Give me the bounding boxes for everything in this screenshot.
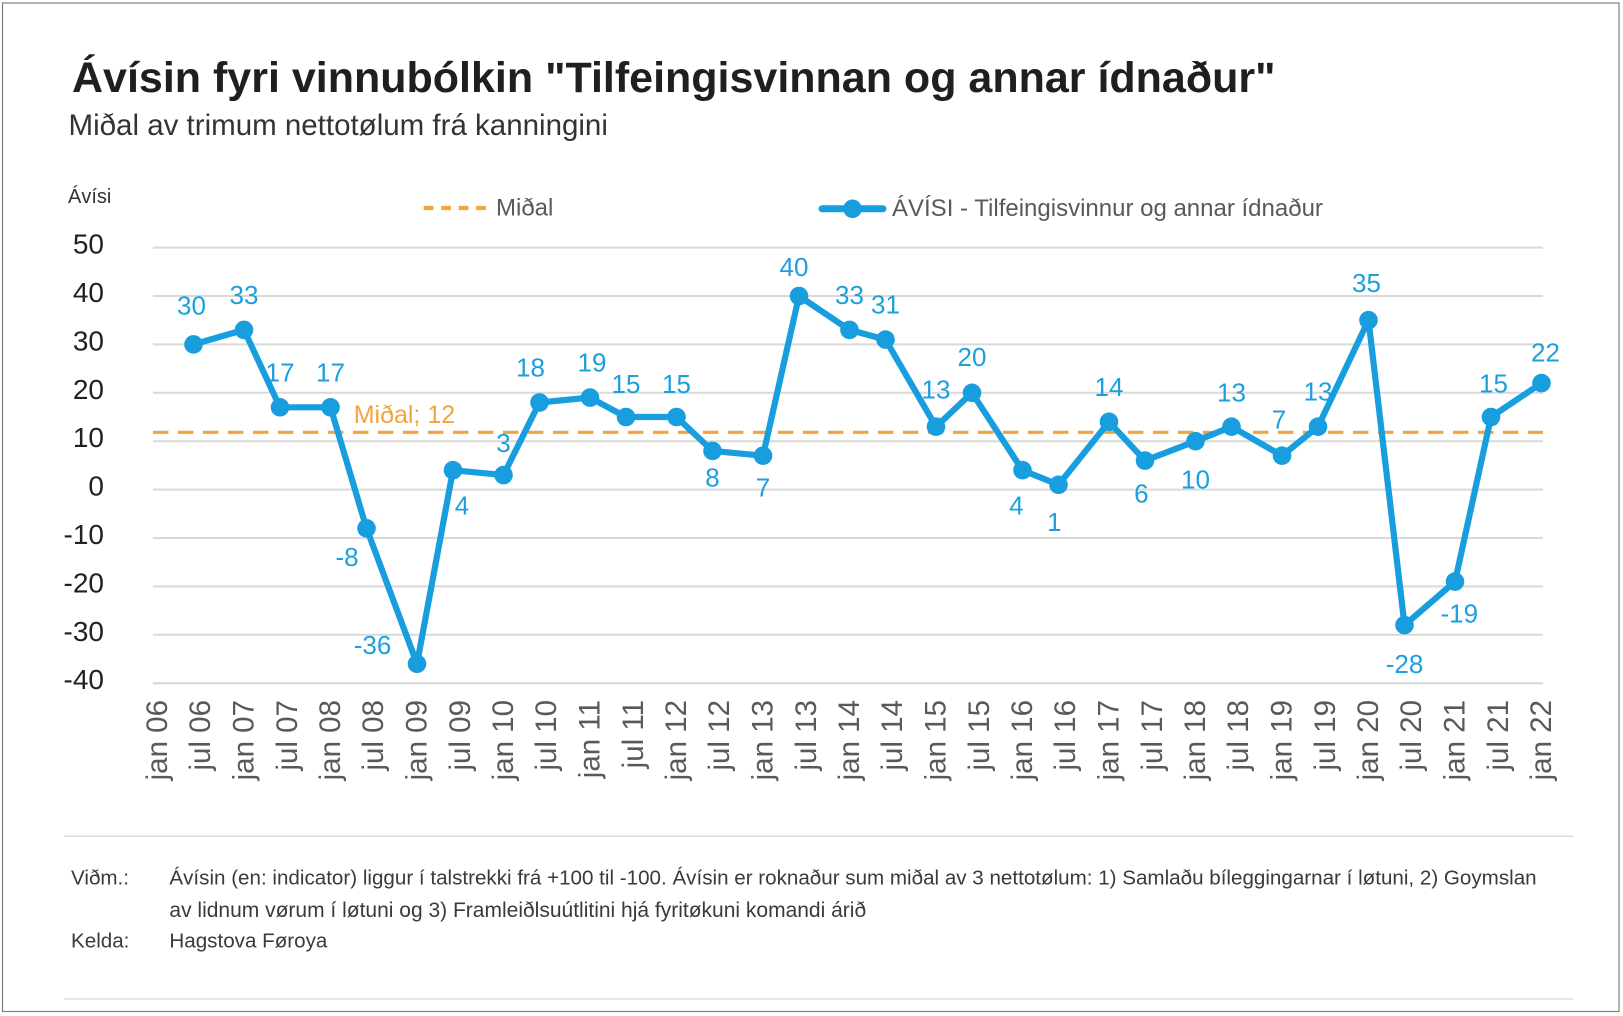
- svg-text:jul 06: jul 06: [184, 700, 217, 772]
- svg-text:33: 33: [835, 280, 864, 310]
- svg-text:15: 15: [662, 369, 691, 399]
- svg-text:-10: -10: [64, 519, 104, 550]
- svg-text:15: 15: [1479, 369, 1508, 399]
- svg-text:jul 20: jul 20: [1395, 700, 1428, 772]
- svg-text:20: 20: [73, 374, 104, 405]
- svg-text:Ávísi: Ávísi: [68, 185, 111, 208]
- svg-text:ÁVÍSI - Tilfeingisvinnur og an: ÁVÍSI - Tilfeingisvinnur og annar ídnaðu…: [892, 195, 1323, 222]
- svg-text:14: 14: [1095, 372, 1124, 402]
- svg-text:jan 15: jan 15: [920, 700, 953, 781]
- svg-text:18: 18: [516, 353, 545, 383]
- svg-text:jan 18: jan 18: [1179, 700, 1212, 781]
- svg-text:jan 22: jan 22: [1525, 700, 1558, 781]
- svg-text:jul 21: jul 21: [1482, 700, 1515, 772]
- svg-text:13: 13: [1304, 377, 1333, 407]
- svg-text:3: 3: [496, 428, 510, 458]
- svg-text:40: 40: [73, 277, 104, 308]
- svg-text:Ávísin (en: indicator) liggur: Ávísin (en: indicator) liggur í talstrek…: [169, 867, 1536, 890]
- svg-text:13: 13: [922, 375, 951, 405]
- svg-text:jul 14: jul 14: [876, 700, 909, 772]
- svg-text:13: 13: [1217, 378, 1246, 408]
- svg-text:jan 21: jan 21: [1439, 700, 1472, 781]
- svg-text:20: 20: [958, 342, 987, 372]
- svg-text:jan 17: jan 17: [1093, 700, 1126, 781]
- svg-text:-19: -19: [1441, 598, 1479, 628]
- svg-text:7: 7: [756, 473, 770, 503]
- svg-text:jul 07: jul 07: [271, 700, 304, 772]
- svg-text:7: 7: [1272, 405, 1286, 435]
- svg-text:30: 30: [73, 325, 104, 356]
- svg-text:10: 10: [73, 422, 104, 453]
- svg-text:50: 50: [73, 229, 104, 260]
- svg-text:4: 4: [1009, 490, 1023, 520]
- svg-text:8: 8: [705, 463, 719, 493]
- svg-text:jan 14: jan 14: [833, 700, 866, 781]
- svg-text:jul 18: jul 18: [1222, 700, 1255, 772]
- svg-text:33: 33: [230, 280, 259, 310]
- svg-text:4: 4: [455, 491, 469, 521]
- svg-text:jul 09: jul 09: [444, 700, 477, 772]
- svg-text:jan 07: jan 07: [228, 700, 261, 781]
- svg-text:-40: -40: [64, 664, 104, 695]
- svg-text:40: 40: [780, 252, 809, 282]
- svg-text:22: 22: [1531, 338, 1560, 368]
- svg-text:Ávísin fyri vinnubólkin "Tilfe: Ávísin fyri vinnubólkin "Tilfeingisvinna…: [72, 54, 1276, 102]
- svg-text:-20: -20: [64, 567, 104, 598]
- svg-text:17: 17: [266, 357, 295, 387]
- svg-text:Hagstova Føroya: Hagstova Føroya: [169, 930, 327, 953]
- svg-text:jan 20: jan 20: [1352, 700, 1385, 781]
- svg-text:jan 19: jan 19: [1266, 700, 1299, 781]
- svg-text:Miðal: Miðal: [496, 195, 553, 222]
- svg-text:Miðal av trimum nettotølum frá: Miðal av trimum nettotølum frá kanningin…: [69, 109, 608, 142]
- svg-text:35: 35: [1352, 268, 1381, 298]
- svg-text:-30: -30: [64, 616, 104, 647]
- svg-text:17: 17: [316, 357, 345, 387]
- svg-text:15: 15: [612, 369, 641, 399]
- svg-text:6: 6: [1134, 479, 1148, 509]
- svg-text:-28: -28: [1386, 649, 1424, 679]
- svg-text:31: 31: [871, 290, 900, 320]
- svg-text:0: 0: [88, 471, 104, 502]
- svg-text:jan 11: jan 11: [574, 700, 607, 779]
- svg-text:jul 15: jul 15: [963, 700, 996, 772]
- svg-text:jan 13: jan 13: [747, 700, 780, 781]
- svg-text:jan 10: jan 10: [487, 700, 520, 781]
- svg-text:jan 09: jan 09: [401, 700, 434, 781]
- svg-text:jul 12: jul 12: [703, 700, 736, 772]
- svg-text:-8: -8: [335, 542, 358, 572]
- svg-text:Viðm.:: Viðm.:: [71, 867, 129, 890]
- svg-text:30: 30: [177, 290, 206, 320]
- svg-text:jul 17: jul 17: [1136, 700, 1169, 772]
- svg-text:av lidnum vørum í løtuni og 3): av lidnum vørum í løtuni og 3) Framleiðl…: [169, 899, 866, 922]
- svg-text:jan 16: jan 16: [1006, 700, 1039, 781]
- svg-text:jan 06: jan 06: [141, 700, 174, 781]
- svg-text:Miðal; 12: Miðal; 12: [354, 401, 455, 429]
- svg-text:-36: -36: [354, 630, 392, 660]
- svg-text:jan 08: jan 08: [314, 700, 347, 781]
- svg-text:jul 16: jul 16: [1049, 700, 1082, 772]
- svg-text:jul 19: jul 19: [1309, 700, 1342, 772]
- svg-text:19: 19: [578, 348, 607, 378]
- svg-text:jul 11: jul 11: [617, 700, 650, 769]
- svg-text:jul 10: jul 10: [530, 700, 563, 772]
- svg-text:Kelda:: Kelda:: [71, 930, 129, 953]
- svg-text:jul 08: jul 08: [357, 700, 390, 772]
- svg-text:10: 10: [1181, 464, 1210, 494]
- svg-text:1: 1: [1047, 507, 1061, 537]
- svg-text:jan 12: jan 12: [660, 700, 693, 781]
- svg-text:jul 13: jul 13: [790, 700, 823, 772]
